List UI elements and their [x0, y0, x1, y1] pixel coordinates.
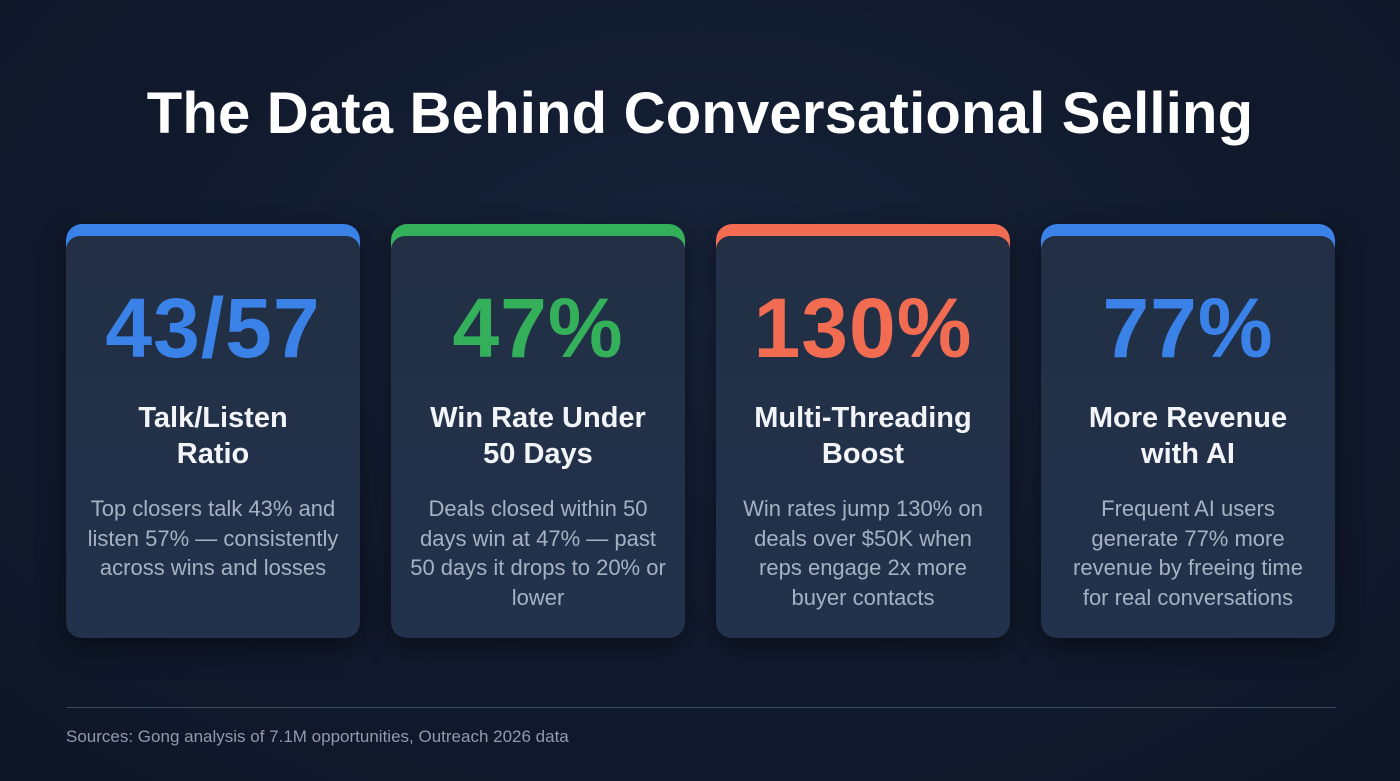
stat-description: Frequent AI users generate 77% more reve…	[1073, 496, 1303, 610]
stat-value: 43/57	[105, 281, 321, 375]
stat-value: 77%	[1102, 281, 1274, 375]
stat-value: 130%	[753, 281, 973, 375]
stat-card-multi-threading: 130% Multi-Threading Boost Win rates jump…	[716, 224, 1010, 638]
stat-description: Deals closed within 50 days win at 47% —…	[410, 496, 666, 610]
sources-note: Sources: Gong analysis of 7.1M opportuni…	[66, 727, 569, 746]
footer-divider	[66, 707, 1336, 708]
stat-label: More Revenue with AI	[1088, 402, 1288, 470]
stat-description: Top closers talk 43% and listen 57% — co…	[87, 496, 339, 580]
stat-card-talk-listen: 43/57 Talk/Listen Ratio Top closers talk …	[66, 224, 360, 638]
stat-label: Multi-Threading Boost	[754, 402, 972, 470]
stat-label: Talk/Listen Ratio	[138, 402, 288, 470]
page-title: The Data Behind Conversational Selling	[146, 81, 1254, 146]
stat-card-win-rate: 47% Win Rate Under 50 Days Deals closed w…	[391, 224, 685, 638]
stat-cards: 43/57 Talk/Listen Ratio Top closers talk …	[66, 224, 1336, 638]
stat-card-ai-revenue: 77% More Revenue with AI Frequent AI user…	[1041, 224, 1335, 638]
stat-value: 47%	[452, 281, 624, 375]
stat-description: Win rates jump 130% on deals over $50K w…	[743, 496, 983, 610]
stat-label: Win Rate Under 50 Days	[430, 402, 646, 470]
